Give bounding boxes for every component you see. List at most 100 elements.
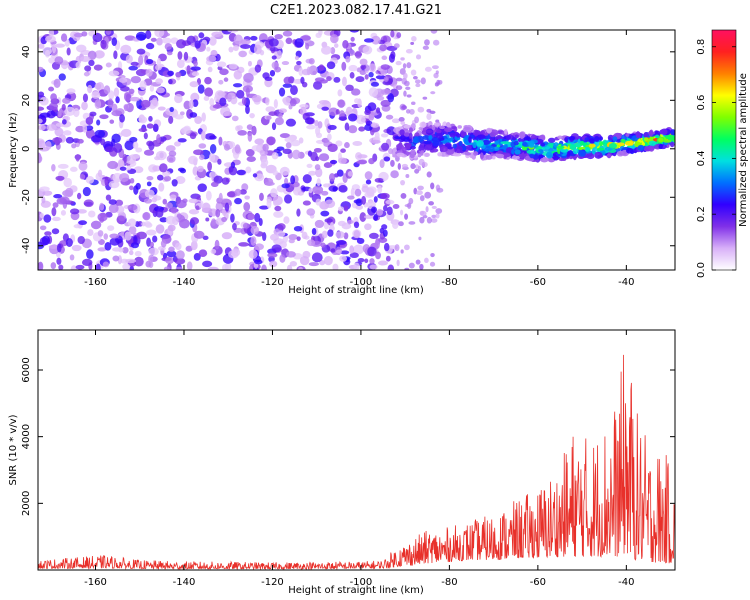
heatmap-cell [335,249,342,254]
x-tick-label: -80 [441,577,457,588]
heatmap-cell [264,181,275,186]
heatmap-cell [175,176,186,185]
heatmap-cell [403,72,408,80]
heatmap-cell [113,142,123,153]
heatmap-cell [518,131,526,139]
snr-frame [37,329,676,571]
heatmap-cell [617,142,625,146]
heatmap-cell [88,210,96,218]
heatmap-cell [144,221,152,227]
heatmap-cell [311,252,323,263]
heatmap-cell [245,105,250,115]
heatmap-cell [157,106,166,111]
heatmap-cell [125,155,137,165]
heatmap-cell [246,124,253,130]
heatmap-cell [166,154,176,163]
heatmap-cell [87,229,94,237]
heatmap-cell [152,235,158,243]
heatmap-cell [83,71,90,77]
heatmap-cell [409,108,415,115]
heatmap-cell [586,153,595,160]
heatmap-cell [401,163,408,169]
heatmap-cell [95,263,101,270]
heatmap-cell [455,133,462,138]
heatmap-cell [514,149,521,155]
heatmap-cell [400,192,407,199]
heatmap-cell [188,198,199,204]
heatmap-cell [337,99,345,108]
heatmap-cell [129,266,135,270]
heatmap-cell [379,159,385,169]
heatmap-cell [146,58,154,65]
snr-x-ticks: -160 -140 -120 -100 -80 -60 -40 [84,330,635,588]
heatmap-cell [669,141,675,148]
heatmap-cell [391,118,400,124]
heatmap-cell [458,140,463,146]
heatmap-cell [296,236,301,241]
heatmap-cell [338,184,348,193]
heatmap-cell [93,64,103,71]
heatmap-cell [574,142,582,148]
heatmap-cell [243,202,251,212]
heatmap-cell [301,231,308,240]
heatmap-cell [278,108,287,114]
heatmap-cell [440,146,448,153]
heatmap-cell [104,241,112,251]
heatmap-cell [166,250,177,258]
heatmap-cell [186,261,193,270]
colorbar-tick-label: 0.2 [696,206,707,222]
heatmap-cell [620,138,626,143]
heatmap-cell [436,79,441,86]
heatmap-cell [125,54,133,64]
heatmap-cell [261,264,267,270]
heatmap-cell [286,251,296,258]
heatmap-cell [316,178,321,186]
heatmap-cell [612,136,618,142]
heatmap-cell [119,166,127,171]
heatmap-cell [127,218,137,228]
heatmap-cell [296,208,301,217]
heatmap-cell [213,175,223,184]
heatmap-cell [414,168,420,174]
heatmap-cell [305,42,310,50]
heatmap-cell [42,46,52,56]
heatmap-cell [107,225,115,232]
heatmap-cell [200,130,206,141]
heatmap-cell [511,155,521,160]
heatmap-cell [39,225,47,231]
heatmap-cell [405,109,411,114]
heatmap-cell [223,77,229,82]
heatmap-cell [345,55,351,63]
heatmap-cell [100,39,107,49]
heatmap-cell [406,94,412,98]
heatmap-cell [381,142,390,151]
snr-line [38,354,675,570]
colorbar: 0.0 0.2 0.4 0.6 0.8 Normalized spectral ampl… [696,29,749,278]
heatmap-cell [107,160,119,170]
heatmap-cell [148,254,154,264]
heatmap-cell [308,170,317,176]
heatmap-cell [155,209,164,218]
heatmap-cell [599,136,603,141]
heatmap-cell [194,40,201,49]
heatmap-cell [404,213,409,220]
heatmap-cell [380,99,391,107]
x-tick-label: -80 [441,277,457,288]
heatmap-cell [210,181,219,187]
heatmap-cell [234,197,243,205]
heatmap-cell [465,145,472,150]
colorbar-label: Normalized spectral amplitude [738,73,749,227]
heatmap-cell [369,264,378,270]
heatmap-cell [378,237,388,244]
heatmap-cell [97,247,107,252]
heatmap-cell [357,257,365,263]
heatmap-cell [182,198,188,203]
heatmap-cell [168,79,173,85]
heatmap-cell [216,61,227,68]
heatmap-cell [431,65,439,70]
heatmap-cell [359,212,367,222]
heatmap-cell [241,96,247,106]
x-tick-label: -100 [350,277,373,288]
heatmap-cell [250,236,257,246]
heatmap-cell [376,95,385,101]
